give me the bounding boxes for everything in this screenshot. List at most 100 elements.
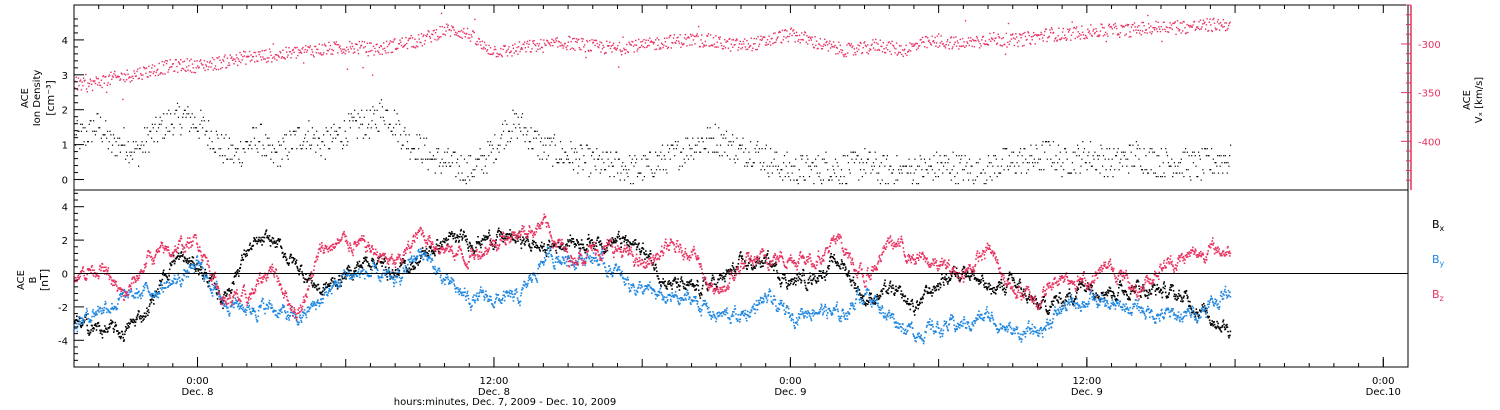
density-point bbox=[304, 137, 306, 139]
density-point bbox=[615, 151, 617, 153]
Bx-point bbox=[755, 260, 758, 263]
Bx-point bbox=[95, 325, 97, 327]
velocity-point bbox=[1061, 37, 1063, 39]
Bx-point bbox=[773, 265, 776, 267]
Bx-point bbox=[560, 248, 563, 251]
velocity-point bbox=[1130, 26, 1133, 28]
velocity-point bbox=[274, 54, 277, 56]
velocity-point bbox=[102, 75, 104, 78]
density-point bbox=[922, 176, 924, 178]
Bx-point bbox=[918, 303, 920, 306]
velocity-point bbox=[440, 12, 443, 15]
density-point bbox=[489, 144, 491, 146]
density-point bbox=[412, 148, 414, 150]
top-left-tick-label: 0 bbox=[62, 176, 68, 187]
velocity-point bbox=[507, 48, 509, 50]
velocity-point bbox=[417, 34, 420, 36]
density-point bbox=[178, 106, 180, 108]
velocity-point bbox=[662, 46, 664, 49]
density-point bbox=[468, 155, 470, 157]
density-point bbox=[522, 134, 524, 136]
velocity-point bbox=[603, 53, 606, 55]
density-point bbox=[1229, 155, 1231, 157]
Bx-point bbox=[264, 232, 267, 235]
Bx-point bbox=[786, 288, 789, 290]
Bx-point bbox=[786, 286, 788, 288]
Bx-point bbox=[764, 262, 766, 264]
Bx-point bbox=[693, 286, 695, 288]
Bx-point bbox=[461, 239, 463, 241]
density-point bbox=[971, 165, 973, 167]
velocity-point bbox=[1069, 28, 1071, 30]
Bx-point bbox=[448, 235, 450, 237]
velocity-point bbox=[1165, 26, 1168, 28]
velocity-point bbox=[589, 49, 592, 51]
density-point bbox=[994, 155, 996, 157]
density-point bbox=[276, 151, 278, 153]
velocity-point bbox=[853, 48, 855, 50]
Bx-point bbox=[442, 240, 445, 243]
velocity-point bbox=[542, 51, 544, 53]
Bx-point bbox=[1004, 288, 1007, 291]
Bx-point bbox=[180, 251, 183, 253]
Bx-point bbox=[964, 271, 966, 274]
density-point bbox=[593, 158, 595, 160]
velocity-point bbox=[1038, 38, 1041, 40]
velocity-point bbox=[1041, 33, 1043, 35]
velocity-point bbox=[1082, 34, 1085, 36]
density-point bbox=[796, 179, 798, 181]
density-point bbox=[321, 141, 323, 143]
velocity-point bbox=[206, 61, 209, 63]
density-point bbox=[1218, 155, 1220, 157]
velocity-point bbox=[822, 45, 824, 47]
density-point bbox=[807, 158, 809, 160]
density-point bbox=[1131, 165, 1133, 167]
Bx-point bbox=[279, 238, 282, 241]
velocity-point bbox=[142, 74, 144, 76]
density-point bbox=[969, 172, 971, 174]
density-point bbox=[234, 155, 236, 157]
Bx-point bbox=[147, 314, 149, 317]
density-point bbox=[1138, 158, 1140, 160]
density-point bbox=[568, 162, 570, 164]
density-point bbox=[235, 151, 237, 153]
density-point bbox=[718, 127, 720, 129]
density-point bbox=[1191, 155, 1193, 157]
density-point bbox=[681, 151, 683, 153]
Bx-point bbox=[273, 240, 276, 243]
velocity-point bbox=[1046, 40, 1048, 43]
Bx-point bbox=[842, 264, 845, 266]
Bx-point bbox=[690, 279, 693, 281]
Bx-point bbox=[883, 284, 885, 286]
velocity-point bbox=[934, 36, 936, 39]
density-point bbox=[992, 165, 994, 167]
Bx-point bbox=[914, 309, 916, 311]
density-point bbox=[297, 127, 299, 129]
velocity-point bbox=[459, 30, 461, 33]
Bx-point bbox=[392, 271, 394, 274]
velocity-point bbox=[609, 41, 611, 43]
velocity-point bbox=[826, 40, 828, 43]
Bx-point bbox=[181, 255, 184, 258]
density-point bbox=[496, 148, 498, 150]
velocity-point bbox=[1178, 30, 1180, 32]
density-point bbox=[886, 155, 888, 157]
Bx-point bbox=[849, 278, 851, 281]
density-point bbox=[1027, 169, 1029, 171]
density-point bbox=[938, 169, 940, 171]
Bx-point bbox=[635, 248, 638, 251]
Bx-point bbox=[685, 288, 687, 291]
Bx-point bbox=[901, 296, 903, 299]
Bx-point bbox=[133, 320, 136, 323]
Bx-point bbox=[1037, 304, 1040, 307]
velocity-point bbox=[1156, 30, 1159, 33]
velocity-point bbox=[655, 39, 657, 41]
Bx-point bbox=[471, 247, 474, 249]
velocity-point bbox=[809, 37, 812, 39]
density-point bbox=[227, 148, 230, 150]
density-point bbox=[1127, 158, 1129, 160]
velocity-point bbox=[841, 49, 844, 52]
velocity-point bbox=[371, 49, 373, 52]
Bx-point bbox=[360, 264, 363, 266]
density-point bbox=[633, 165, 635, 167]
